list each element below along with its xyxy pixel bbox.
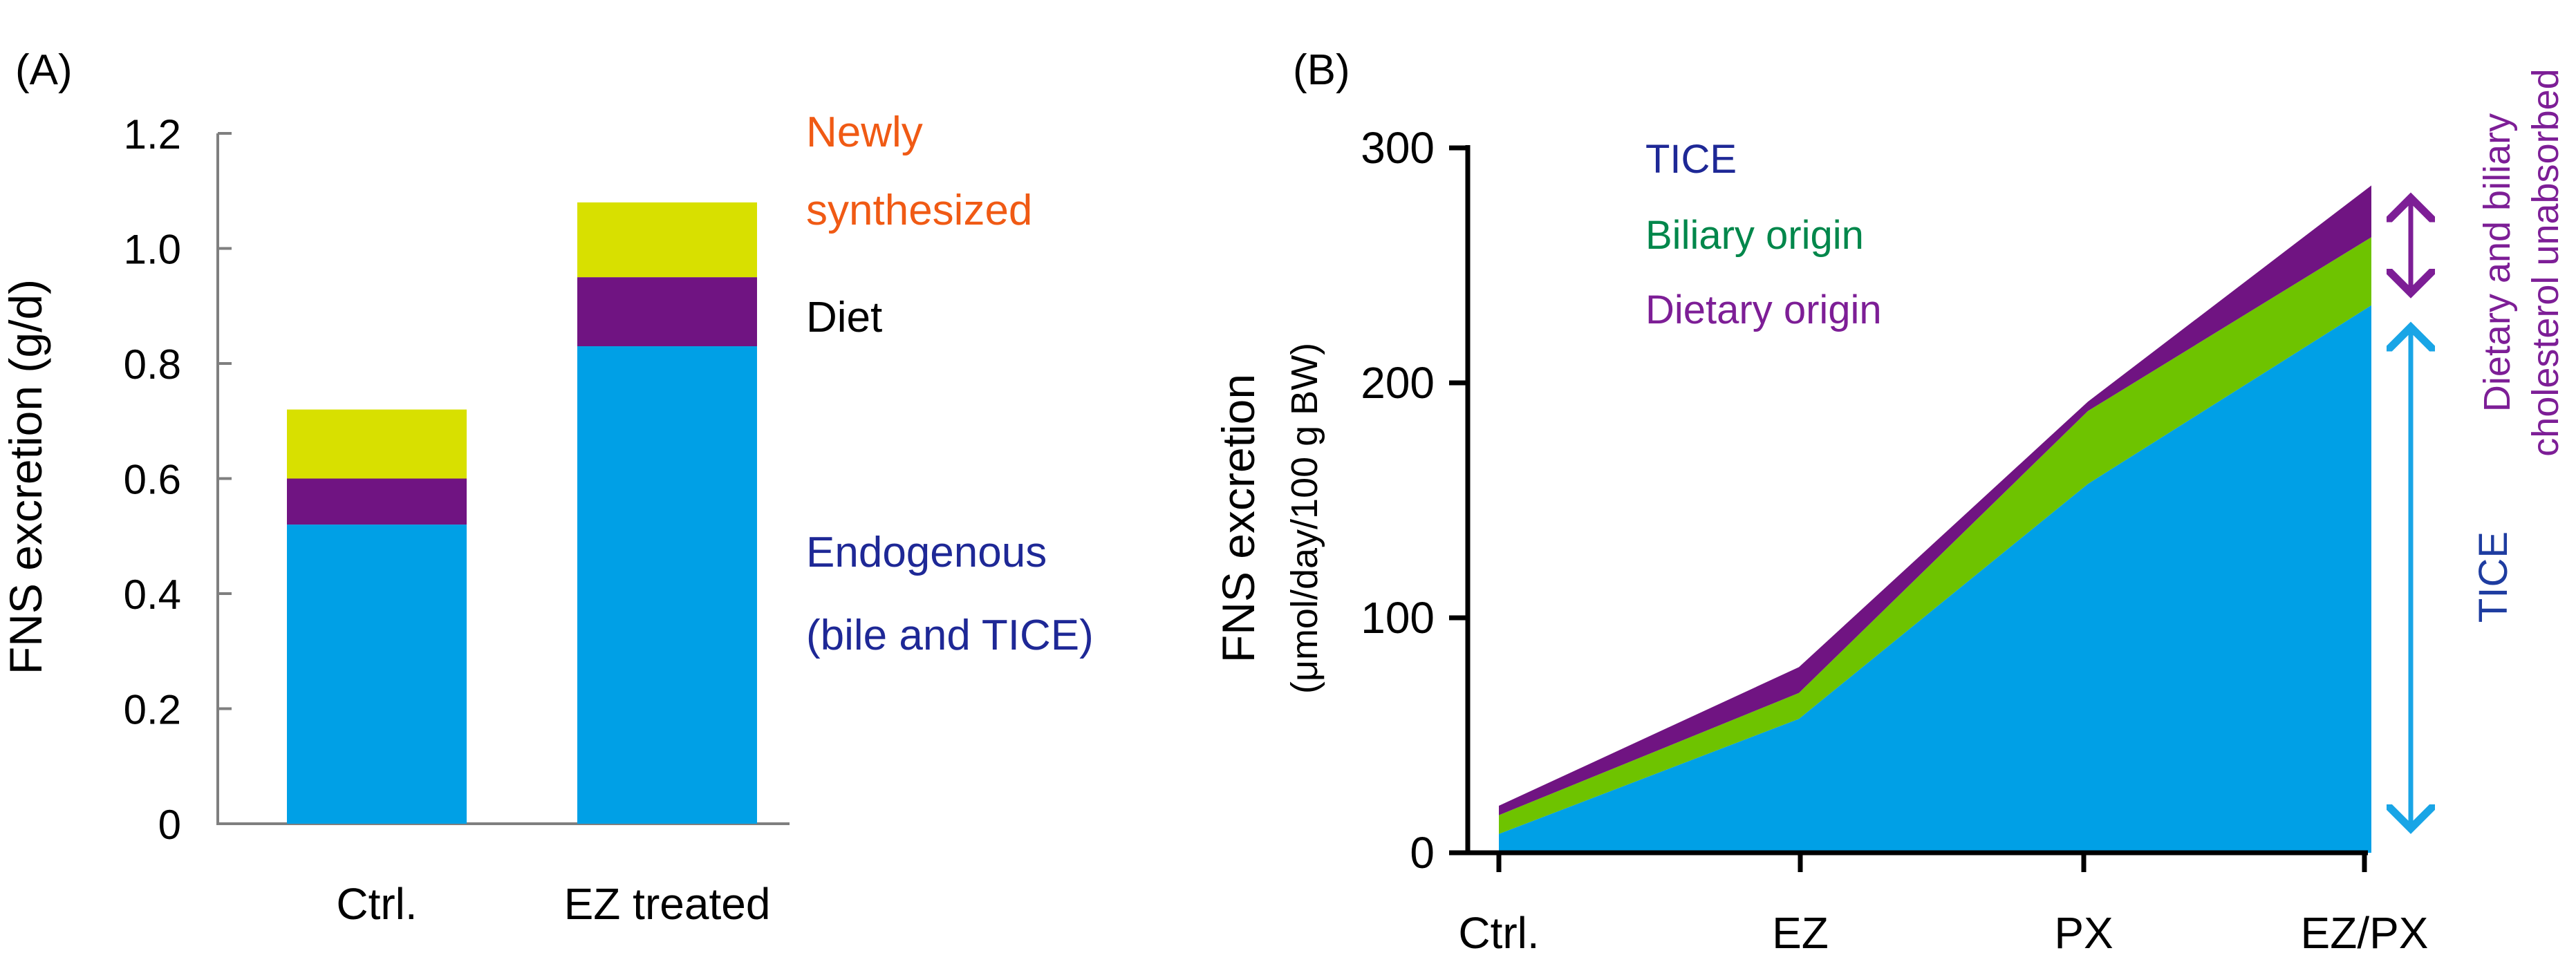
panel-b: (B) FNS excretion (μmol/day/100 g BW) 0 1… xyxy=(1213,46,2566,958)
panel-b-xtick-label: Ctrl. xyxy=(1458,908,1539,958)
panel-a-x-labels: Ctrl. EZ treated xyxy=(336,879,770,929)
panel-a-bars xyxy=(287,202,757,824)
panel-b-ytick-label: 0 xyxy=(1410,828,1435,878)
panel-a-ytick-label: 0.8 xyxy=(124,341,181,388)
annotation-endogenous-line2: (bile and TICE) xyxy=(806,612,1094,659)
panel-b-ytick-label: 200 xyxy=(1361,358,1435,408)
panel-a-ytick-label: 1.0 xyxy=(124,227,181,273)
bar-ctrl-newly-synthesized xyxy=(287,409,467,479)
panel-b-y-axis-subtitle: (μmol/day/100 g BW) xyxy=(1284,343,1325,694)
panel-a-label: (A) xyxy=(15,46,73,94)
bar-ez-treated-diet xyxy=(577,277,757,347)
panel-a-xtick-label: Ctrl. xyxy=(336,879,417,929)
annotation-diet: Diet xyxy=(806,294,882,341)
panel-a-ytick-label: 0.4 xyxy=(124,571,181,618)
legend-biliary-origin: Biliary origin xyxy=(1645,213,1864,258)
bracket-label-tice: TICE xyxy=(2471,531,2516,623)
panel-b-areas xyxy=(1499,185,2371,853)
annotation-endogenous-line1: Endogenous xyxy=(806,529,1047,576)
panel-a-xtick-label: EZ treated xyxy=(564,879,771,929)
bar-ez-treated-newly-synthesized xyxy=(577,202,757,278)
panel-a-y-axis-title: FNS excretion (g/d) xyxy=(0,279,51,674)
bar-ez-treated-endogenous-bile-and-tice xyxy=(577,346,757,824)
panel-a-y-ticks: 0 0.2 0.4 0.6 0.8 1.0 1.2 xyxy=(124,111,232,848)
bar-ctrl-diet xyxy=(287,478,467,525)
panel-a-ytick-label: 0 xyxy=(158,802,181,848)
legend-tice: TICE xyxy=(1645,137,1737,182)
panel-b-ytick-label: 300 xyxy=(1361,123,1435,173)
bracket-label-line1: Dietary and biliary xyxy=(2476,113,2518,412)
panel-b-y-ticks: 0 100 200 300 xyxy=(1361,123,1468,878)
bar-ctrl-endogenous-bile-and-tice xyxy=(287,525,467,824)
panel-a-ytick-label: 0.2 xyxy=(124,687,181,733)
panel-b-x-labels: Ctrl. EZ PX EZ/PX xyxy=(1458,853,2428,958)
panel-b-label: (B) xyxy=(1293,46,1350,94)
area-biliary-origin xyxy=(1499,237,2371,834)
area-tice xyxy=(1499,305,2371,853)
panel-b-xtick-label: EZ xyxy=(1772,908,1829,958)
bracket-label-line2: cholesterol unabsorbed xyxy=(2525,68,2566,456)
annotation-newly-line1: Newly xyxy=(806,108,923,156)
panel-b-y-axis-title: FNS excretion xyxy=(1213,374,1264,663)
panel-b-xtick-label: PX xyxy=(2054,908,2113,958)
panel-a: (A) FNS excretion (g/d) 0 0.2 0.4 0.6 0.8 1.0… xyxy=(0,46,1094,929)
annotation-newly-line2: synthesized xyxy=(806,187,1032,234)
legend-dietary-origin: Dietary origin xyxy=(1645,287,1882,332)
panel-a-ytick-label: 1.2 xyxy=(124,111,181,158)
panel-a-ytick-label: 0.6 xyxy=(124,457,181,503)
panel-b-xtick-label: EZ/PX xyxy=(2301,908,2429,958)
panel-b-ytick-label: 100 xyxy=(1361,593,1435,643)
